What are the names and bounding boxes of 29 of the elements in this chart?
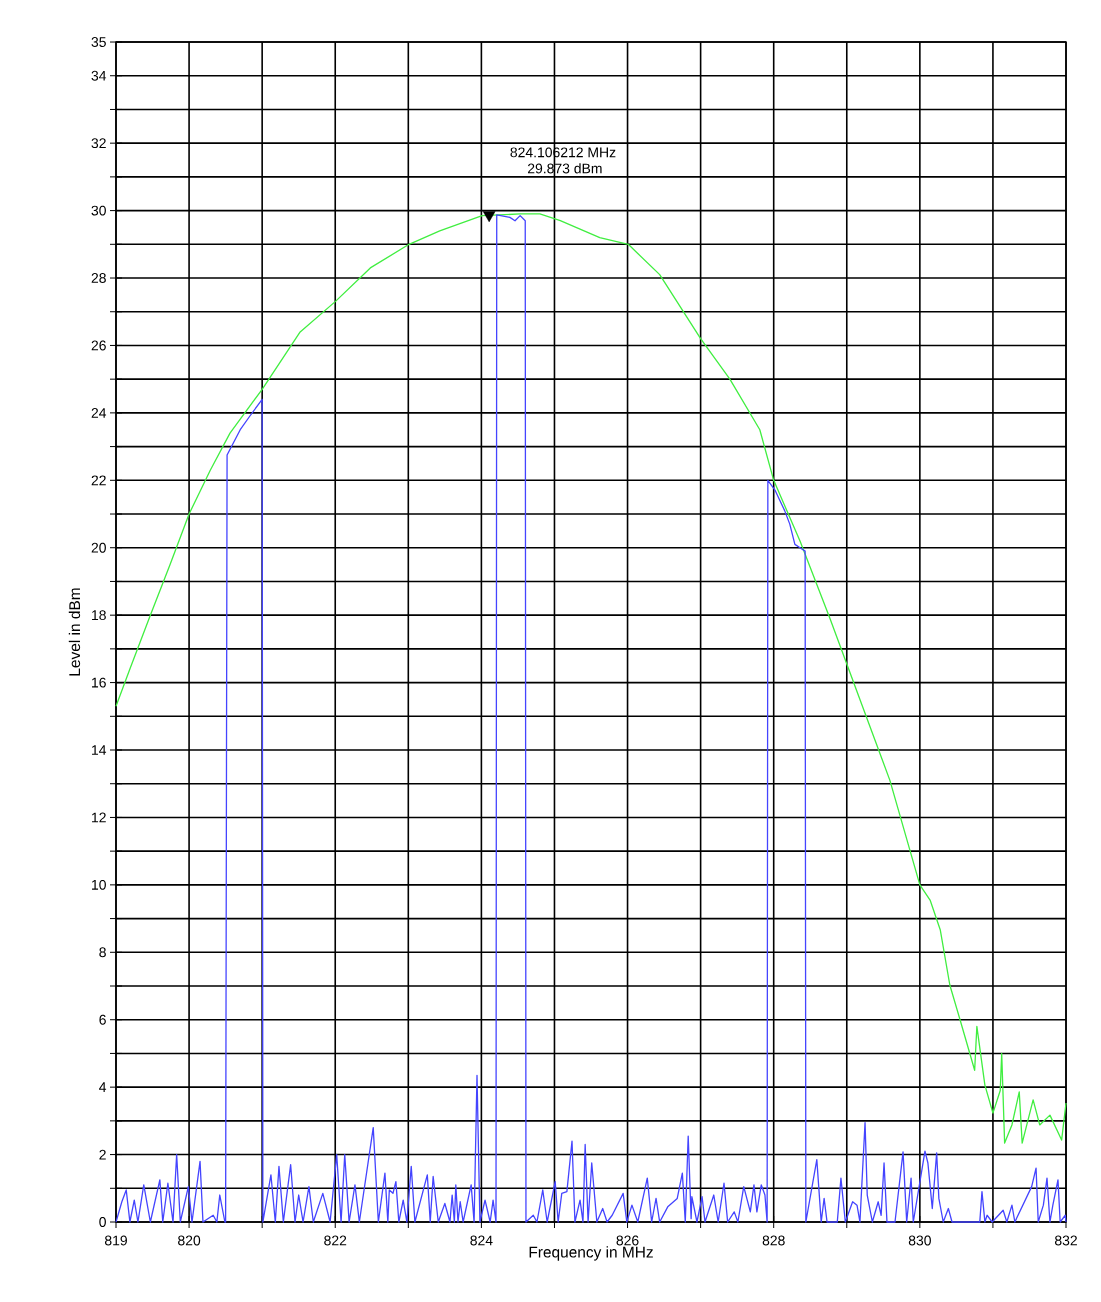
x-axis-title: Frequency in MHz	[529, 1246, 653, 1261]
y-axis-title: Level in dBm	[68, 588, 81, 676]
x-tick-label: 832	[1054, 1235, 1077, 1246]
y-tick-label: 22	[91, 475, 106, 486]
y-tick-label: 34	[91, 70, 107, 81]
x-tick-label: 819	[104, 1235, 127, 1246]
y-tick-label: 28	[91, 273, 106, 283]
y-tick-label: 14	[92, 745, 107, 755]
y-tick-label: 30	[91, 205, 106, 216]
x-tick-label: 828	[762, 1235, 785, 1246]
y-tick-label: 20	[91, 542, 106, 553]
y-tick-label: 12	[92, 812, 106, 823]
y-tick-label: 4	[99, 1082, 107, 1092]
y-tick-label: 0	[99, 1217, 106, 1227]
y-tick-label: 2	[99, 1149, 106, 1160]
y-tick-label: 8	[99, 947, 106, 958]
x-tick-label: 824	[470, 1235, 493, 1246]
x-tick-label: 822	[324, 1235, 347, 1246]
y-tick-label: 32	[91, 138, 106, 149]
y-tick-label: 35	[91, 37, 106, 47]
y-tick-label: 24	[91, 408, 107, 418]
y-tick-label: 18	[92, 610, 106, 621]
y-tick-label: 26	[91, 340, 106, 351]
x-tick-label: 830	[908, 1235, 931, 1246]
y-tick-label: 6	[99, 1014, 106, 1025]
x-tick-label: 826	[616, 1235, 639, 1246]
y-tick-label: 16	[92, 677, 106, 688]
y-tick-label: 10	[92, 879, 106, 890]
x-tick-label: 820	[178, 1235, 201, 1246]
